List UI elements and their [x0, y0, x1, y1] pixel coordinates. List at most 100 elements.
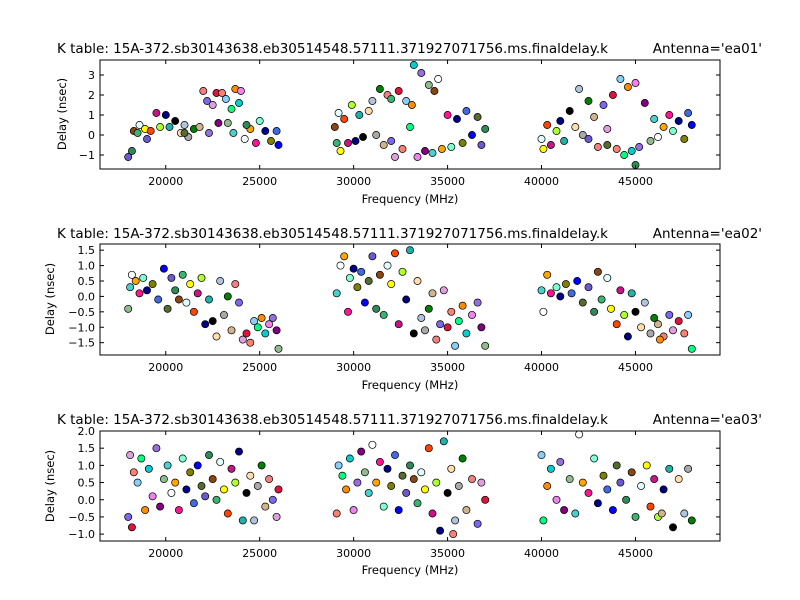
data-point: [608, 506, 617, 515]
data-point: [674, 117, 683, 125]
data-point: [349, 264, 358, 273]
data-point: [436, 320, 445, 329]
data-point: [462, 506, 471, 515]
data-point: [398, 471, 407, 480]
data-point: [468, 310, 476, 319]
data-point: [227, 464, 236, 473]
data-point: [612, 320, 621, 329]
data-point: [650, 115, 659, 123]
data-point: [417, 69, 426, 77]
data-point: [428, 509, 437, 518]
x-tick-label: 25000: [242, 175, 277, 188]
data-point: [622, 495, 631, 504]
data-point: [193, 461, 202, 470]
data-point: [182, 485, 191, 494]
data-point: [603, 485, 612, 494]
data-point: [251, 139, 260, 147]
data-point: [477, 323, 486, 332]
data-point: [330, 123, 339, 131]
data-point: [375, 270, 384, 279]
data-point: [584, 135, 593, 143]
data-point: [684, 109, 693, 117]
data-point: [344, 139, 352, 147]
data-point: [148, 280, 157, 289]
data-point: [417, 314, 426, 322]
data-point: [578, 298, 587, 307]
data-point: [189, 499, 198, 508]
data-point: [680, 135, 689, 143]
data-point: [340, 252, 349, 261]
data-point: [428, 289, 437, 298]
subplot-ea02: K table: 15A-372.sb30143638.eb30514548.5…: [43, 226, 762, 392]
data-point: [687, 516, 696, 525]
data-point: [126, 451, 135, 460]
data-point: [665, 310, 674, 319]
data-point: [406, 461, 414, 470]
data-point: [238, 335, 247, 344]
data-point: [216, 277, 225, 285]
y-tick-label: 1: [88, 109, 95, 122]
data-point: [261, 127, 270, 135]
data-point: [394, 87, 403, 95]
data-point: [161, 111, 170, 119]
data-point: [687, 344, 696, 353]
data-point: [468, 475, 476, 484]
data-point: [612, 461, 621, 470]
data-point: [655, 335, 664, 344]
data-point: [447, 464, 456, 473]
data-point: [543, 270, 552, 279]
data-point: [272, 326, 281, 335]
data-point: [462, 107, 471, 115]
data-point: [372, 478, 381, 487]
data-point: [571, 123, 580, 131]
data-point: [235, 447, 243, 456]
data-point: [156, 502, 165, 511]
data-point: [355, 111, 364, 119]
data-point: [421, 326, 429, 335]
y-tick-label: 2: [88, 89, 95, 102]
data-point: [268, 314, 277, 322]
data-point: [199, 87, 208, 95]
data-point: [481, 495, 490, 504]
data-point: [436, 526, 445, 535]
data-point: [368, 252, 377, 261]
data-point: [345, 273, 354, 282]
data-point: [537, 135, 546, 143]
data-point: [372, 304, 381, 313]
data-point: [127, 523, 136, 532]
data-point: [468, 131, 476, 139]
x-tick-label: 20000: [148, 547, 183, 560]
data-point: [560, 137, 569, 145]
data-point: [454, 482, 463, 490]
data-point: [274, 485, 283, 494]
data-point: [608, 91, 617, 99]
data-point: [379, 141, 388, 149]
y-tick-label: 0: [88, 129, 95, 142]
data-point: [650, 475, 659, 484]
data-point: [620, 151, 629, 159]
data-point: [364, 488, 373, 497]
x-axis-label: Frequency (MHz): [362, 563, 459, 577]
data-point: [394, 506, 403, 515]
data-point: [189, 307, 198, 316]
data-point: [338, 471, 347, 480]
data-point: [391, 451, 399, 460]
y-tick-label: 1.0: [78, 459, 96, 472]
data-point: [453, 115, 461, 123]
data-point: [342, 485, 351, 494]
data-point: [272, 512, 281, 521]
plot-title: K table: 15A-372.sb30143638.eb30514548.5…: [57, 41, 608, 57]
x-tick-label: 30000: [336, 547, 371, 560]
data-point: [143, 135, 151, 143]
data-point: [616, 478, 625, 487]
data-point: [220, 310, 228, 319]
data-point: [565, 107, 574, 115]
data-point: [449, 530, 458, 539]
data-point: [334, 461, 343, 470]
data-point: [590, 307, 599, 316]
data-point: [216, 457, 225, 466]
data-point: [253, 482, 262, 490]
data-point: [424, 81, 433, 89]
data-point: [573, 277, 582, 285]
plot-title: K table: 15A-372.sb30143638.eb30514548.5…: [57, 226, 608, 242]
